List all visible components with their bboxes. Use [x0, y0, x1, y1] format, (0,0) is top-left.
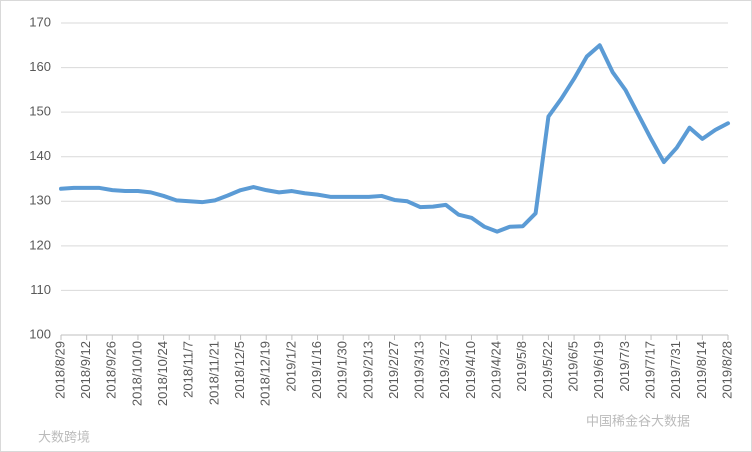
x-tick-label: 2019/4/10 — [463, 341, 478, 399]
y-tick-label: 100 — [29, 326, 51, 341]
x-tick-label: 2019/5/22 — [540, 341, 555, 399]
y-tick-label: 120 — [29, 237, 51, 252]
x-tick-label: 2018/11/7 — [181, 341, 196, 398]
x-tick-label: 2018/9/26 — [104, 341, 119, 399]
x-tick-label: 2018/10/24 — [155, 341, 170, 406]
x-tick-label: 2018/8/29 — [52, 341, 67, 399]
x-tick-label: 2018/11/21 — [206, 341, 221, 405]
y-tick-label: 130 — [29, 193, 51, 208]
x-tick-label: 2019/2/27 — [386, 341, 401, 399]
watermark: 中国稀金谷大数据 — [586, 414, 690, 430]
x-tick-label: 2019/3/27 — [437, 341, 452, 399]
x-tick-label: 2018/9/12 — [78, 341, 93, 399]
x-tick-label: 2018/12/5 — [232, 341, 247, 399]
x-tick-label: 2019/3/13 — [412, 341, 427, 399]
x-tick-label: 2019/8/14 — [694, 341, 709, 399]
x-tick-label: 2019/7/31 — [668, 341, 683, 399]
y-tick-label: 110 — [30, 282, 51, 297]
x-tick-label: 2018/10/10 — [129, 341, 144, 406]
series-line — [59, 43, 730, 234]
y-tick-label: 160 — [29, 59, 51, 74]
x-tick-label: 2019/6/5 — [566, 341, 581, 392]
x-tick-label: 2019/1/2 — [283, 341, 298, 392]
y-tick-label: 150 — [29, 104, 51, 119]
x-tick-label: 2018/12/19 — [258, 341, 273, 406]
x-tick-label: 2019/6/19 — [591, 341, 606, 399]
x-tick-label: 2019/5/8 — [514, 341, 529, 392]
y-tick-label: 170 — [29, 14, 51, 29]
x-tick-label: 2019/1/30 — [335, 341, 350, 399]
x-tick-label: 2019/8/28 — [719, 341, 734, 399]
x-tick-label: 2019/1/16 — [309, 341, 324, 399]
watermark: 大数跨境 — [38, 431, 90, 446]
x-tick-label: 2019/7/3 — [617, 341, 632, 392]
x-tick-label: 2019/2/13 — [360, 341, 375, 399]
x-tick-label: 2019/7/17 — [642, 341, 657, 399]
x-tick-label: 2019/4/24 — [489, 341, 504, 399]
y-tick-label: 140 — [29, 148, 51, 163]
